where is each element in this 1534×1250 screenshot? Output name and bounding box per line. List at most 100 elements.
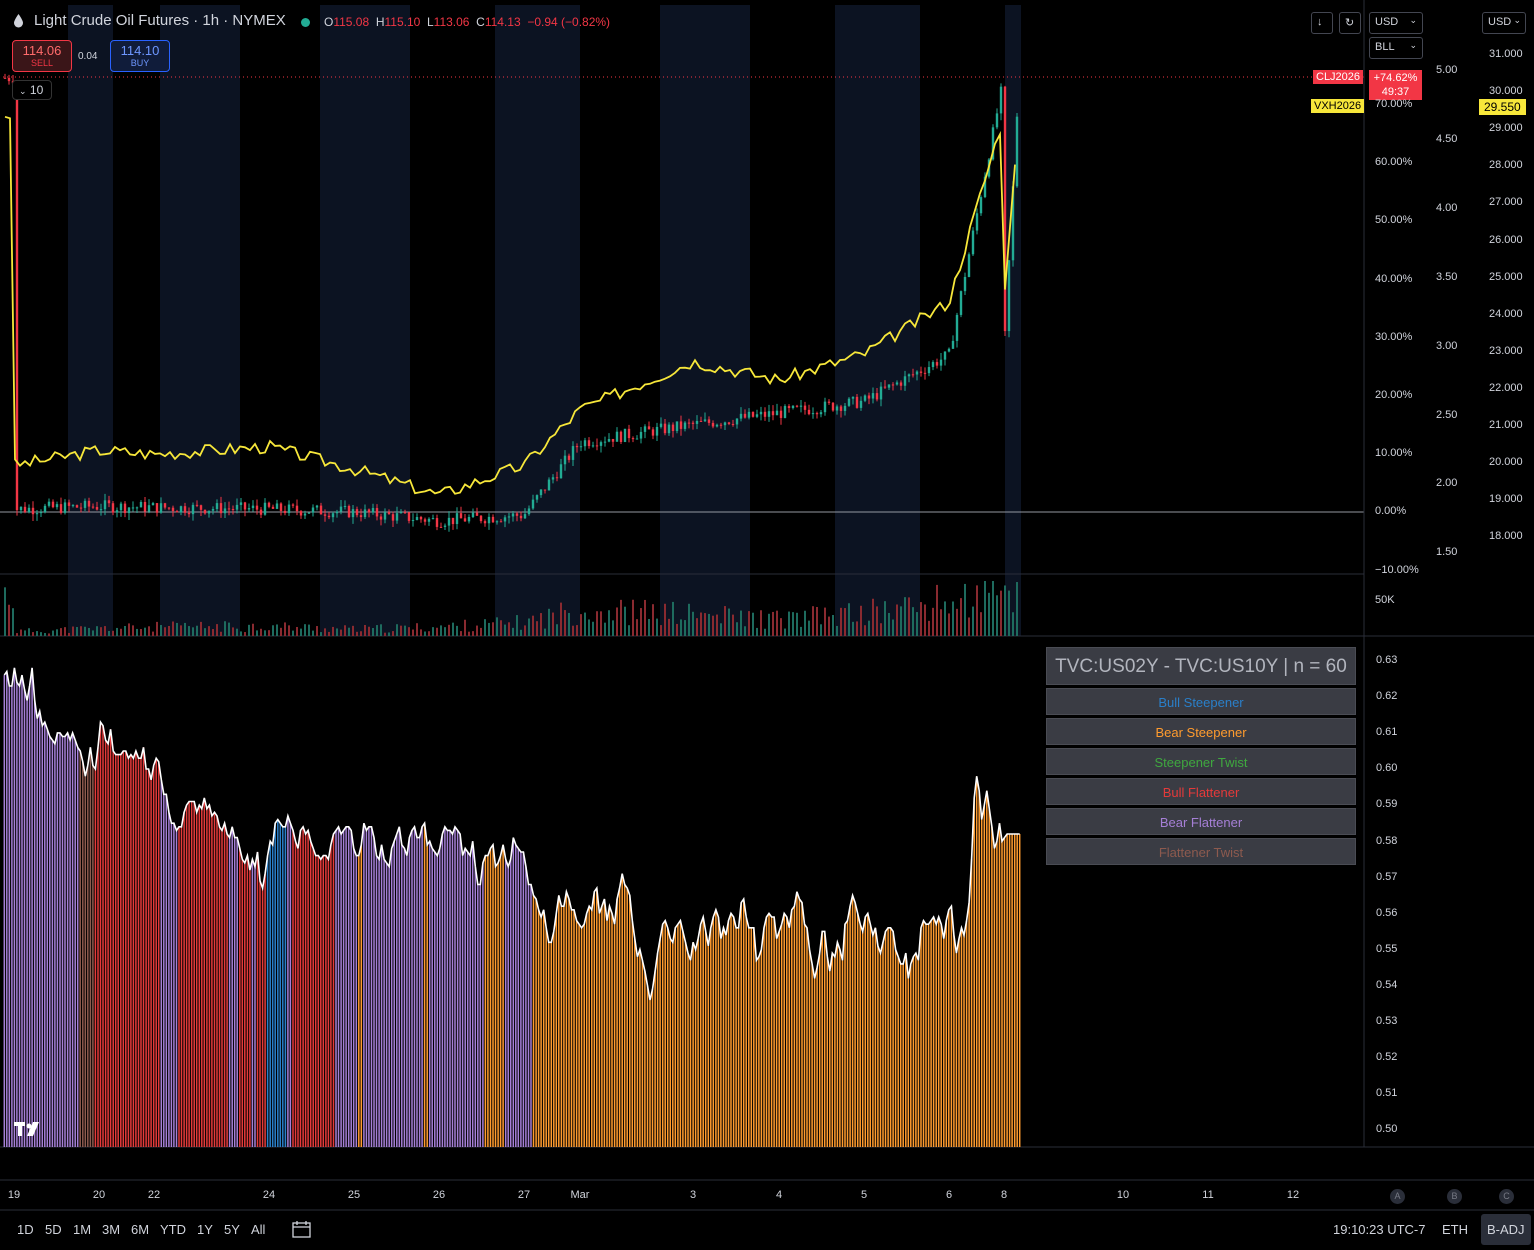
- candle-body: [83, 500, 87, 508]
- unit-dropdown[interactable]: BLL ⌄: [1369, 37, 1423, 59]
- clock-readout[interactable]: 19:10:23 UTC-7: [1333, 1222, 1426, 1237]
- volume-bar: [668, 618, 670, 636]
- candle-body: [963, 276, 967, 292]
- candle-body: [315, 505, 319, 508]
- volume-bar: [716, 614, 718, 636]
- candle-body: [371, 508, 375, 513]
- volume-bar: [956, 608, 958, 636]
- range-1d-button[interactable]: 1D: [17, 1222, 34, 1237]
- candle-body: [679, 421, 683, 429]
- volume-bar: [628, 625, 630, 636]
- volume-bar: [308, 624, 310, 636]
- volume-bar: [380, 624, 382, 636]
- refresh-icon[interactable]: ↻: [1339, 12, 1361, 34]
- candle-body: [523, 514, 527, 519]
- range-3m-button[interactable]: 3M: [102, 1222, 121, 1237]
- candle-body: [955, 314, 959, 341]
- candle-body: [851, 396, 855, 399]
- volume-bar: [932, 607, 934, 636]
- candle-body: [943, 351, 947, 360]
- volume-bar: [604, 622, 606, 636]
- volume-bar: [928, 620, 930, 636]
- candle-body: [971, 230, 975, 255]
- volume-bar: [708, 613, 710, 636]
- legend-item: Steepener Twist: [1046, 748, 1356, 775]
- candle-body: [763, 411, 767, 417]
- volume-bar: [704, 613, 706, 636]
- volume-bar: [320, 632, 322, 636]
- volume-bar: [696, 618, 698, 636]
- candle-body: [1003, 86, 1007, 332]
- candle-body: [627, 428, 631, 439]
- volume-bar: [952, 601, 954, 636]
- range-all-button[interactable]: All: [251, 1222, 266, 1237]
- volume-bar: [560, 602, 562, 636]
- volume-bar: [992, 581, 994, 636]
- volume-bar: [220, 631, 222, 636]
- quantity-selector[interactable]: ⌄ 10: [12, 80, 52, 100]
- spread-tick: 0.54: [1376, 978, 1398, 991]
- volume-bar: [888, 612, 890, 636]
- candle-body: [39, 512, 43, 514]
- ohlc-high-key: H: [375, 15, 385, 29]
- range-5d-button[interactable]: 5D: [45, 1222, 62, 1237]
- scale-c-button[interactable]: C: [1499, 1189, 1514, 1204]
- buy-button[interactable]: 114.10 BUY: [110, 40, 170, 72]
- candle-body: [875, 393, 879, 400]
- sell-button[interactable]: 114.06 SELL: [12, 40, 72, 72]
- range-1m-button[interactable]: 1M: [73, 1222, 92, 1237]
- range-5y-button[interactable]: 5Y: [224, 1222, 240, 1237]
- candle-body: [147, 505, 151, 512]
- volume-bar: [564, 610, 566, 636]
- candle-body: [787, 406, 791, 409]
- candle-body: [87, 500, 91, 507]
- candle-body: [687, 422, 691, 424]
- yield-tick: 3.00: [1436, 339, 1458, 352]
- download-icon[interactable]: ↓: [1311, 12, 1333, 34]
- volume-bar: [288, 625, 290, 636]
- candle-body: [343, 505, 347, 507]
- volume-bar: [720, 623, 722, 636]
- volume-bar: [988, 592, 990, 636]
- volume-bar: [324, 628, 326, 636]
- candle-body: [163, 503, 167, 508]
- candle-body: [407, 512, 411, 521]
- volume-bar: [180, 625, 182, 636]
- candle-body: [391, 514, 395, 521]
- scale-auto-button[interactable]: A: [1390, 1189, 1405, 1204]
- yield-tick: 2.50: [1436, 408, 1458, 421]
- adjustment-toggle[interactable]: B-ADJ: [1481, 1214, 1531, 1245]
- candle-series: [3, 73, 1019, 532]
- volume-bar: [412, 629, 414, 636]
- right-currency-dropdown[interactable]: USD ⌄: [1482, 12, 1526, 34]
- spread-tick: 0.63: [1376, 654, 1398, 666]
- scale-b-button[interactable]: B: [1447, 1189, 1462, 1204]
- spread-tick: 0.62: [1376, 690, 1398, 703]
- session-toggle[interactable]: ETH: [1442, 1222, 1468, 1237]
- calendar-icon[interactable]: [292, 1220, 312, 1238]
- range-6m-button[interactable]: 6M: [131, 1222, 150, 1237]
- volume-bar: [160, 625, 162, 636]
- tradingview-logo-icon[interactable]: [14, 1118, 46, 1138]
- volume-bar: [984, 581, 986, 636]
- chevron-down-icon: ⌄: [1409, 40, 1417, 50]
- volume-bar: [24, 630, 26, 636]
- candle-body: [783, 406, 787, 418]
- currency-dropdown[interactable]: USD ⌄: [1369, 12, 1423, 34]
- vx-overlay-line: [4, 115, 1016, 495]
- range-1y-button[interactable]: 1Y: [197, 1222, 213, 1237]
- volume-bar: [1016, 582, 1018, 636]
- candle-body: [659, 423, 663, 427]
- volume-bar: [212, 629, 214, 636]
- candle-body: [423, 519, 427, 522]
- spread-polyline: [3, 667, 1020, 1001]
- volume-bar: [120, 628, 122, 636]
- candle-body: [855, 396, 859, 408]
- volume-bar: [332, 626, 334, 636]
- volume-bar: [20, 629, 22, 636]
- range-ytd-button[interactable]: YTD: [160, 1222, 186, 1237]
- symbol-title[interactable]: Light Crude Oil Futures · 1h · NYMEX: [34, 12, 286, 29]
- session-band: [68, 5, 113, 636]
- volume-bar: [936, 584, 938, 636]
